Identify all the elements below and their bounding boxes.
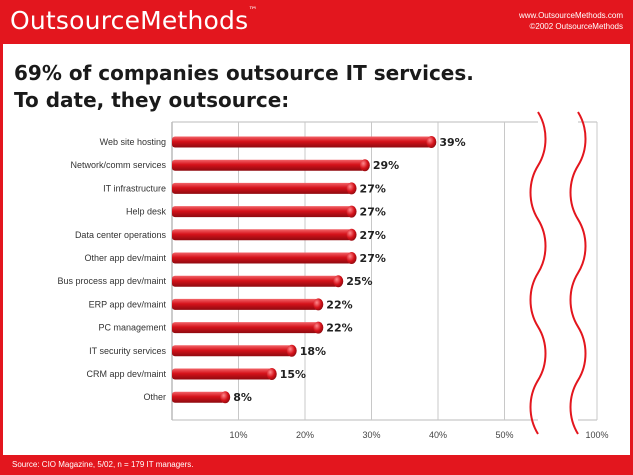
category-label: Bus process app dev/maint xyxy=(57,276,166,286)
axis-break-line-left xyxy=(529,111,547,435)
header-bar: OutsourceMethods™ www.OutsourceMethods.c… xyxy=(0,0,633,44)
value-label: 22% xyxy=(326,298,352,311)
bar-body xyxy=(172,136,432,148)
bar-end-cap xyxy=(346,252,357,264)
bar xyxy=(172,136,437,148)
axis-break-line-right xyxy=(569,111,587,435)
chart-title: 69% of companies outsource IT services. … xyxy=(14,60,474,114)
title-line-1: 69% of companies outsource IT services. xyxy=(14,61,474,85)
bar-end-cap xyxy=(346,205,357,218)
value-label: 29% xyxy=(373,159,399,172)
bar-body xyxy=(172,298,319,310)
bar-body xyxy=(172,159,365,171)
bar-body xyxy=(172,368,272,380)
bar xyxy=(172,391,231,404)
bar xyxy=(172,298,324,311)
bar-body xyxy=(172,206,352,218)
category-label: Web site hosting xyxy=(100,137,166,147)
brand-trademark: ™ xyxy=(248,6,258,16)
bar-end-cap xyxy=(286,344,297,357)
title-line-2: To date, they outsource: xyxy=(14,88,290,112)
bar xyxy=(172,182,357,195)
category-label: Other app dev/maint xyxy=(84,253,166,263)
bar xyxy=(172,159,370,172)
value-label: 22% xyxy=(326,322,352,335)
category-label: Data center operations xyxy=(75,230,167,240)
bar-end-cap xyxy=(346,228,357,241)
brand-url: www.OutsourceMethods.com xyxy=(518,11,623,20)
category-label: Other xyxy=(143,392,166,402)
bar-end-cap xyxy=(426,136,437,148)
bar-end-cap xyxy=(313,298,324,311)
category-label: ERP app dev/maint xyxy=(89,299,167,309)
axis-break-gap xyxy=(540,110,576,436)
brand-logo: OutsourceMethods™ xyxy=(10,6,258,35)
value-label: 27% xyxy=(360,206,386,219)
source-footer: Source: CIO Magazine, 5/02, n = 179 IT m… xyxy=(0,455,633,475)
value-label: 15% xyxy=(280,368,306,381)
x-tick-label: 20% xyxy=(296,430,314,440)
x-tick-label: 30% xyxy=(362,430,380,440)
bar xyxy=(172,252,357,264)
value-label: 39% xyxy=(439,136,465,149)
x-tick-label: 100% xyxy=(585,430,608,440)
value-label: 18% xyxy=(300,345,326,358)
bar-end-cap xyxy=(333,275,344,288)
x-tick-label: 40% xyxy=(429,430,447,440)
category-label: PC management xyxy=(98,323,166,333)
bar-end-cap xyxy=(266,368,277,380)
value-label: 27% xyxy=(360,252,386,265)
value-label: 27% xyxy=(360,182,386,195)
bar xyxy=(172,275,344,288)
value-label: 8% xyxy=(233,391,252,404)
value-label: 27% xyxy=(360,229,386,242)
bar-body xyxy=(172,182,352,194)
value-label: 25% xyxy=(346,275,372,288)
brand-meta: www.OutsourceMethods.com ©2002 Outsource… xyxy=(519,10,623,32)
bar-body xyxy=(172,252,352,264)
bar xyxy=(172,344,297,357)
x-tick-label: 50% xyxy=(495,430,513,440)
brand-copyright: ©2002 OutsourceMethods xyxy=(529,22,623,31)
bar xyxy=(172,205,357,218)
category-label: Help desk xyxy=(126,207,167,217)
bar xyxy=(172,228,357,241)
category-label: IT infrastructure xyxy=(103,183,166,193)
brand-name: OutsourceMethods xyxy=(10,6,249,35)
bar xyxy=(172,368,277,380)
category-label: IT security services xyxy=(89,346,166,356)
bar-body xyxy=(172,391,226,403)
bar-end-cap xyxy=(313,321,324,334)
bar-end-cap xyxy=(359,159,370,172)
bar-end-cap xyxy=(346,182,357,195)
bar-body xyxy=(172,275,339,287)
bar xyxy=(172,321,324,334)
bar-end-cap xyxy=(220,391,231,404)
bar-body xyxy=(172,345,292,357)
bar-body xyxy=(172,322,319,334)
bar-body xyxy=(172,229,352,241)
category-label: CRM app dev/maint xyxy=(86,369,166,379)
x-tick-label: 10% xyxy=(229,430,247,440)
category-label: Network/comm services xyxy=(70,160,166,170)
